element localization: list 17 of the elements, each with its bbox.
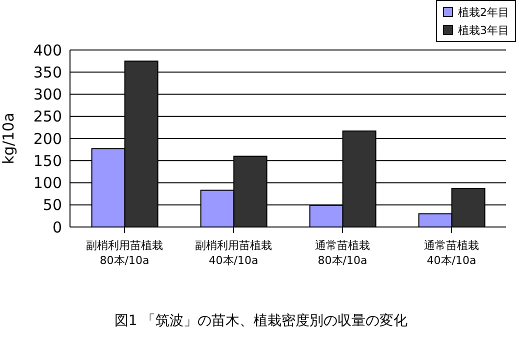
x-tick-label: 通常苗植栽 40本/10a <box>424 239 479 267</box>
y-tick-label: 400 <box>33 41 62 60</box>
x-tick-label: 副梢利用苗植栽 40本/10a <box>195 239 272 267</box>
y-tick-label: 0 <box>52 218 62 236</box>
y-axis-title: kg/10a <box>0 112 18 164</box>
legend-label: 植栽3年目 <box>458 22 509 38</box>
y-tick-label: 200 <box>33 130 62 148</box>
text: 図1 「筑波」の苗木、植栽密度別の収量の変化 <box>113 312 409 330</box>
y-tick-label: 350 <box>33 63 62 82</box>
y-tick-label: 50 <box>42 196 62 214</box>
x-tick-label: 副梢利用苗植栽 80本/10a <box>86 239 163 267</box>
y-tick-label: 100 <box>33 174 62 192</box>
y-tick-label: 250 <box>33 108 62 126</box>
y-tick-label: 300 <box>33 86 62 104</box>
x-tick-label: 通常苗植栽 80本/10a <box>315 239 370 267</box>
legend-label: 植栽2年目 <box>458 4 509 20</box>
y-tick-label: 150 <box>33 152 62 170</box>
